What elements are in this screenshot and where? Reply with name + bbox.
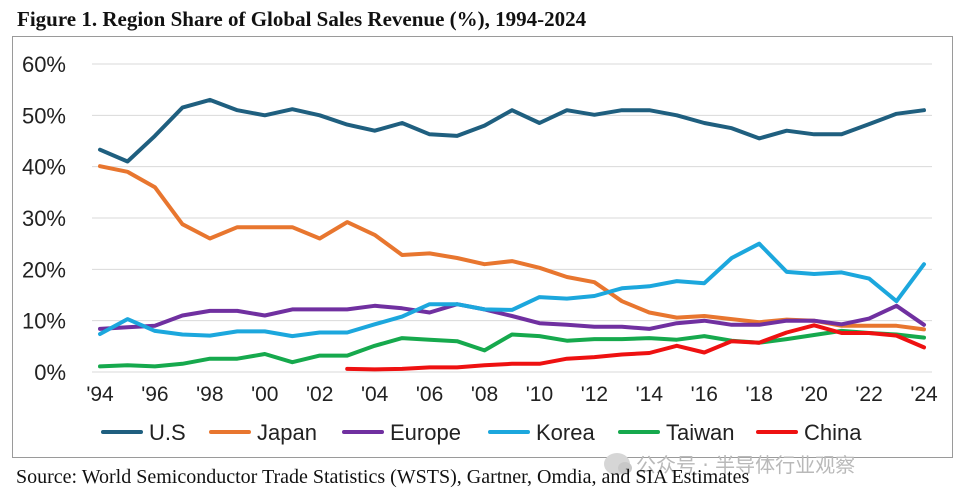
y-tick-label: 40% <box>22 155 66 180</box>
x-tick-label: '14 <box>636 383 664 406</box>
source-note: Source: World Semiconductor Trade Statis… <box>16 466 750 488</box>
x-tick-label: '06 <box>416 383 443 406</box>
series-line-taiwan <box>98 328 926 369</box>
legend-label: China <box>804 420 862 445</box>
y-tick-label: 50% <box>22 103 66 128</box>
x-tick-label: '20 <box>800 383 827 406</box>
x-tick-label: '16 <box>691 383 718 406</box>
series-lines <box>98 97 926 372</box>
x-tick-label: '00 <box>251 383 278 406</box>
chart-title: Figure 1. Region Share of Global Sales R… <box>17 7 587 31</box>
series-line-japan <box>98 164 926 332</box>
series-line-korea <box>98 241 926 339</box>
x-tick-label: '18 <box>746 383 773 406</box>
legend-label: Europe <box>390 420 461 445</box>
y-tick-label: 30% <box>22 206 66 231</box>
watermark: 公众号 · 半导体行业观察 <box>604 449 855 478</box>
x-tick-label: '10 <box>526 383 553 406</box>
series-line-china <box>345 323 926 372</box>
legend-label: U.S <box>149 420 186 445</box>
x-axis-ticks: '94 '96 '98 '00 '02 '04 '06 '08 '10 '12 '14 '16 '18 '… <box>86 383 938 406</box>
x-tick-label: '02 <box>306 383 333 406</box>
y-tick-label: 60% <box>22 52 66 77</box>
legend-label: Korea <box>536 420 595 445</box>
series-line-u-s <box>98 97 926 164</box>
legend-label: Japan <box>257 420 317 445</box>
legend-label: Taiwan <box>666 420 734 445</box>
x-tick-label: '24 <box>910 383 938 406</box>
chart-frame <box>12 36 953 458</box>
watermark-text: 公众号 · 半导体行业观察 <box>636 453 856 477</box>
y-tick-label: 0% <box>34 360 66 385</box>
x-tick-label: '98 <box>196 383 223 406</box>
x-tick-label: '08 <box>471 383 498 406</box>
wechat-icon <box>604 452 632 475</box>
x-tick-label: '12 <box>581 383 608 406</box>
y-axis-ticks: 0% 10% 20% 30% 40% 50% 60% <box>22 52 66 385</box>
y-tick-label: 20% <box>22 257 66 282</box>
x-tick-label: '22 <box>855 383 882 406</box>
x-tick-label: '94 <box>86 383 114 406</box>
x-tick-label: '96 <box>141 383 168 406</box>
series-line-europe <box>98 302 926 331</box>
legend: U.S Japan Europe Korea Taiwan China <box>101 420 862 445</box>
y-tick-label: 10% <box>22 309 66 334</box>
x-tick-label: '04 <box>361 383 389 406</box>
